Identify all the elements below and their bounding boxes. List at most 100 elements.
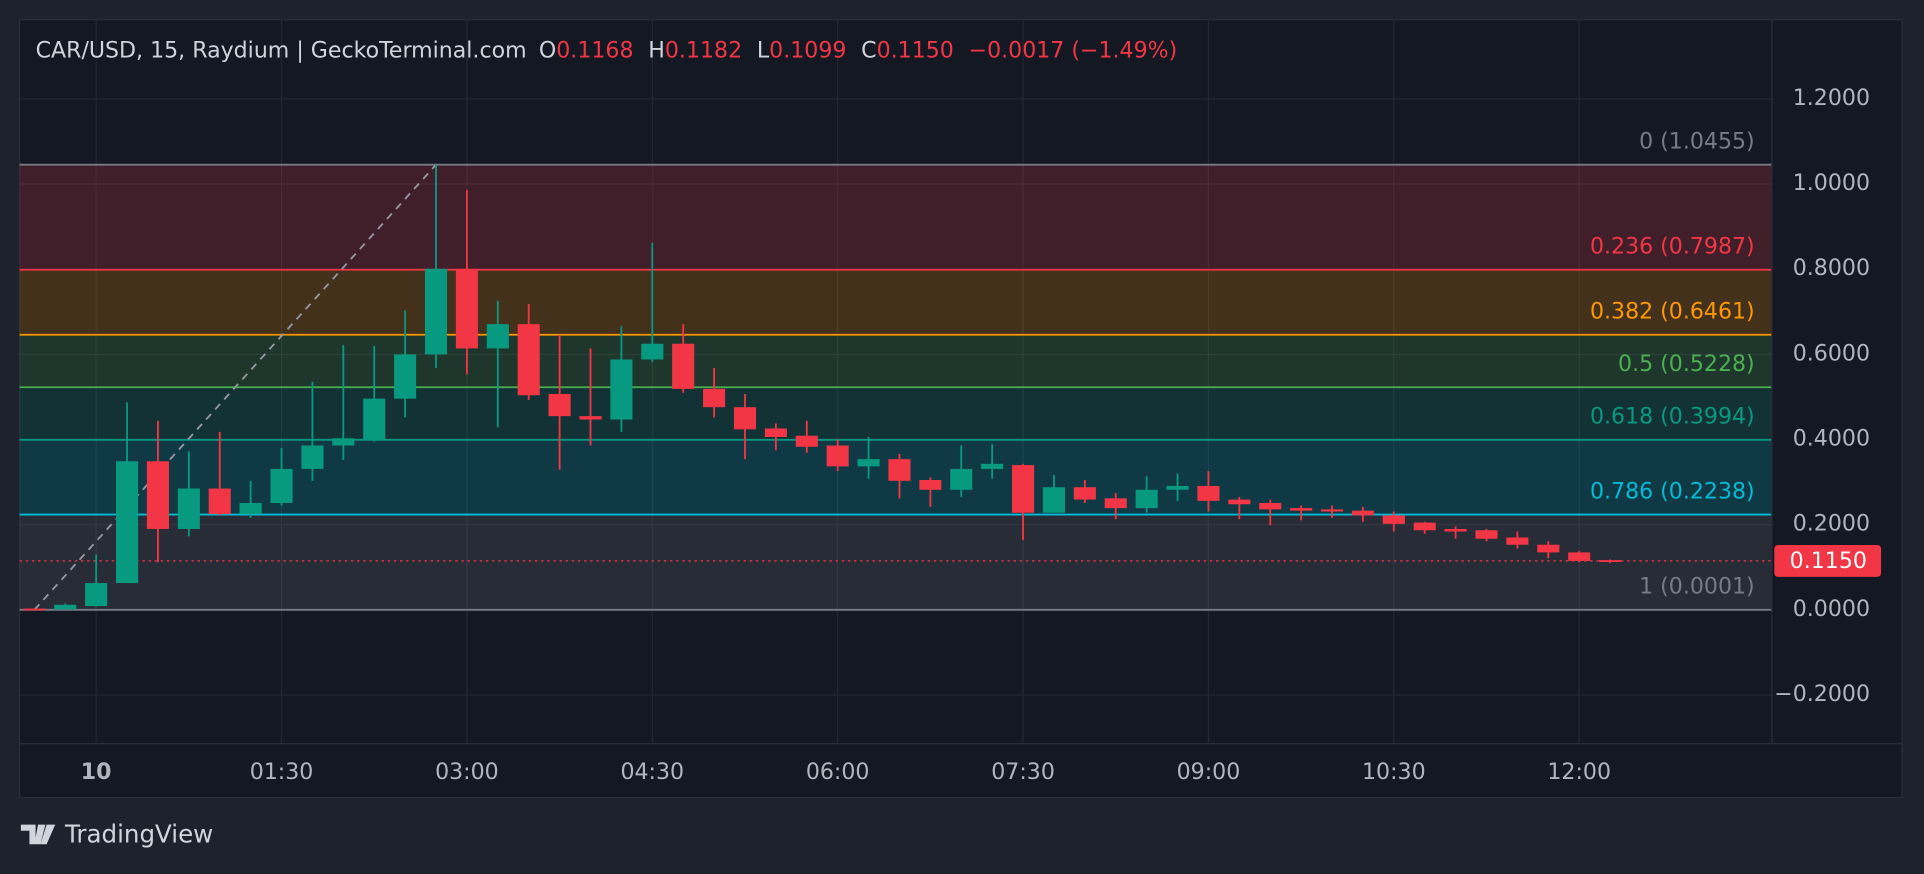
candle-body	[579, 416, 602, 420]
candle-body	[177, 488, 200, 529]
ohlc-key: H	[648, 39, 665, 64]
candle-body	[517, 324, 540, 396]
candle-body	[1228, 499, 1251, 505]
x-tick-label: 07:30	[991, 760, 1055, 785]
x-tick-label: 10	[81, 760, 112, 785]
candle-body	[1444, 528, 1467, 532]
candle-body	[1599, 560, 1622, 562]
fib-trend-line	[33, 164, 437, 611]
x-tick-label: 10:30	[1362, 760, 1426, 785]
fib-band	[19, 334, 1772, 388]
brand: TradingView	[64, 820, 213, 849]
ohlc-value: 0.1182	[665, 39, 742, 64]
fib-label: 0.5 (0.5228)	[1618, 352, 1755, 377]
candle-body	[1042, 487, 1065, 513]
candle-body	[208, 488, 231, 515]
fib-label: 1 (0.0001)	[1639, 575, 1755, 600]
candle-body	[1320, 509, 1344, 512]
candle-body	[301, 445, 324, 469]
candle-body	[1073, 487, 1096, 500]
candle-body	[703, 388, 726, 408]
candle-body	[1413, 522, 1436, 531]
chart-pane	[19, 19, 1903, 799]
axes: −0.2000 0.0000 0.2000 0.4000 0.6000 0.8000 1.0…	[81, 86, 1882, 785]
y-tick-label: 0.0000	[1793, 597, 1870, 622]
ohlc-value: 0.1099	[769, 39, 846, 64]
candle-body	[548, 393, 571, 417]
y-tick-label: 1.2000	[1793, 86, 1870, 111]
ohlc-value: 0.1168	[556, 39, 633, 64]
candle-body	[1568, 552, 1591, 561]
candle-body	[795, 435, 818, 447]
candle-body	[54, 604, 77, 610]
candle-body	[950, 468, 973, 490]
x-tick-label: 09:00	[1177, 760, 1241, 785]
candle-body	[1197, 485, 1220, 501]
symbol: CAR/USD, 15, Raydium | GeckoTerminal.com	[36, 39, 527, 64]
candle-body	[610, 359, 633, 420]
candle-body	[424, 268, 448, 355]
ohlc-key: O	[539, 39, 556, 64]
last-price-badge	[1774, 544, 1882, 577]
candle-body	[455, 268, 478, 349]
y-tick-label: 0.6000	[1793, 341, 1870, 366]
candle-body	[486, 324, 509, 349]
candle-body	[270, 468, 293, 503]
x-tick-label: 12:00	[1547, 760, 1611, 785]
ohlc-key: L	[757, 39, 770, 64]
candle-body	[1166, 485, 1189, 490]
candle-body	[1259, 502, 1282, 510]
candles	[19, 164, 1772, 611]
ohlc-key: C	[861, 39, 876, 64]
candle-body	[919, 479, 942, 490]
chart-header: CAR/USD, 15, Raydium | GeckoTerminal.com…	[36, 39, 1178, 64]
fib-band	[19, 269, 1772, 335]
candle-body	[332, 438, 355, 446]
fib-label: 0.236 (0.7987)	[1590, 235, 1755, 260]
candle-body	[1290, 508, 1313, 511]
fib-label: 0.618 (0.3994)	[1590, 405, 1755, 430]
y-tick-label: 0.8000	[1793, 256, 1870, 281]
candle-body	[733, 407, 757, 430]
candle-body	[888, 459, 911, 481]
fib-band	[19, 514, 1772, 610]
ohlc-value: 0.1150	[877, 39, 954, 64]
fib-band	[19, 387, 1772, 440]
change: −0.0017 (−1.49%)	[969, 39, 1178, 64]
x-tick-label: 01:30	[250, 760, 314, 785]
x-tick-label: 04:30	[620, 760, 684, 785]
fib-label: 0.786 (0.2238)	[1590, 479, 1755, 504]
candle-body	[1104, 498, 1127, 509]
x-tick-label: 03:00	[435, 760, 499, 785]
brand-logo	[20, 824, 56, 845]
candle-body	[1506, 537, 1529, 545]
candle-body	[23, 608, 46, 611]
candle-body	[641, 343, 664, 360]
candle-body	[394, 354, 417, 399]
candle-body	[85, 583, 108, 607]
candle-body	[1475, 530, 1498, 539]
candle-body	[1012, 465, 1035, 513]
candle-body	[146, 461, 169, 529]
y-tick-label: −0.2000	[1774, 682, 1870, 707]
candle-body	[1351, 510, 1374, 516]
candle-body	[764, 428, 787, 437]
y-tick-label: 0.4000	[1793, 427, 1870, 452]
candle-body	[672, 343, 695, 389]
candle-body	[1382, 515, 1405, 524]
candle-body	[1135, 489, 1158, 509]
y-tick-label: 0.2000	[1793, 512, 1870, 537]
y-tick-label: 1.0000	[1793, 171, 1870, 196]
candle-body	[981, 463, 1004, 469]
fib-band	[19, 164, 1772, 270]
candle-body	[1537, 544, 1560, 553]
candle-body	[239, 502, 262, 515]
fib-label: 0.382 (0.6461)	[1590, 300, 1755, 325]
candle-body	[116, 461, 139, 584]
candle-body	[826, 445, 849, 467]
candle-body	[857, 459, 880, 467]
last-price-label: 0.1150	[1790, 549, 1867, 574]
x-tick-label: 06:00	[806, 760, 870, 785]
